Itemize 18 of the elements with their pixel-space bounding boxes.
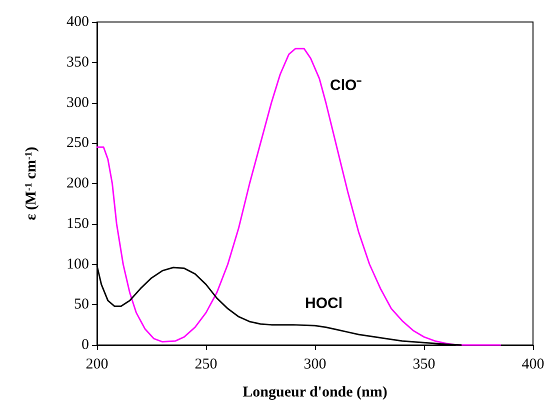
annotation: HOCl <box>305 295 342 312</box>
y-tick-label: 150 <box>66 216 89 232</box>
y-tick-label: 0 <box>82 337 89 353</box>
x-tick-label: 350 <box>412 356 436 372</box>
y-tick-label: 300 <box>66 94 89 111</box>
y-tick-label: 200 <box>66 176 89 192</box>
x-tick-label: 300 <box>304 356 326 372</box>
y-tick-label: 400 <box>66 14 89 30</box>
annotation: ClO⁻ <box>330 77 362 94</box>
y-tick-label: 50 <box>74 296 89 313</box>
y-tick-label: 100 <box>66 256 89 272</box>
x-tick-label: 250 <box>194 356 218 372</box>
y-tick-label: 350 <box>66 54 89 70</box>
x-tick-label: 400 <box>522 356 544 372</box>
x-axis-title: Longueur d'onde (nm) <box>242 384 388 400</box>
y-axis-title: ε (M-1 cm-1) <box>24 146 40 220</box>
x-tick-label: 200 <box>86 356 108 372</box>
y-tick-label: 250 <box>66 135 89 152</box>
